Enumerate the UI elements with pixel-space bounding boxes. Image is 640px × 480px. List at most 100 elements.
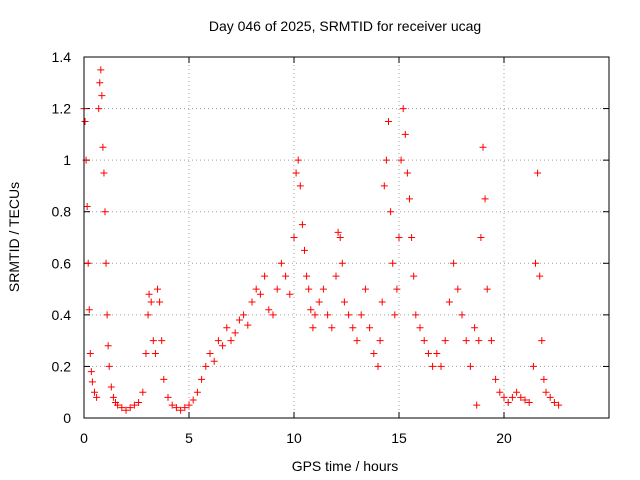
data-point: [424, 350, 432, 358]
data-point: [454, 285, 462, 293]
data-point: [525, 399, 533, 407]
data-point: [181, 404, 189, 412]
data-point: [550, 399, 558, 407]
data-point: [97, 66, 105, 74]
data-point: [475, 337, 483, 345]
data-point: [366, 324, 374, 332]
data-point: [487, 337, 495, 345]
chart-title: Day 046 of 2025, SRMTID for receiver uca…: [209, 18, 481, 34]
data-point: [265, 306, 273, 314]
data-point: [91, 388, 98, 396]
data-point: [338, 259, 346, 267]
data-point: [154, 285, 161, 293]
data-point: [156, 298, 164, 306]
grid: [84, 57, 609, 418]
data-point: [277, 259, 285, 267]
data-point: [103, 311, 111, 319]
data-point: [389, 259, 397, 267]
data-point: [345, 311, 353, 319]
data-point: [83, 203, 91, 211]
data-point: [391, 311, 399, 319]
data-point: [248, 298, 256, 306]
series-points: [80, 66, 563, 414]
y-tick-label: 0.6: [52, 255, 72, 271]
data-point: [88, 378, 96, 386]
data-point: [305, 285, 313, 293]
data-point: [118, 404, 126, 412]
data-point: [81, 117, 89, 125]
data-point: [102, 259, 110, 267]
data-point: [410, 272, 418, 280]
data-point: [477, 234, 485, 241]
data-point: [458, 311, 466, 319]
data-point: [294, 156, 302, 164]
data-point: [437, 362, 445, 370]
data-point: [395, 234, 403, 241]
data-point: [101, 208, 109, 216]
data-point: [376, 337, 384, 345]
data-point: [286, 290, 294, 298]
data-point: [315, 298, 323, 306]
data-point: [261, 272, 269, 280]
data-point: [99, 143, 107, 151]
data-point: [126, 404, 134, 412]
y-tick-label: 1.2: [52, 101, 72, 117]
data-point: [105, 362, 113, 370]
data-point: [93, 393, 101, 401]
data-point: [357, 311, 365, 319]
data-point: [496, 388, 504, 396]
data-point: [240, 311, 248, 319]
data-point: [546, 393, 554, 401]
data-point: [301, 246, 308, 254]
plot-frame: [83, 56, 610, 419]
data-point: [296, 182, 304, 190]
data-point: [479, 143, 487, 151]
data-point: [403, 169, 411, 177]
data-point: [107, 383, 115, 391]
data-point: [517, 393, 525, 401]
data-point: [104, 342, 112, 350]
data-point: [361, 285, 369, 293]
data-point: [536, 272, 544, 280]
data-point: [219, 342, 227, 350]
data-point: [177, 406, 185, 414]
data-point: [397, 156, 405, 164]
data-point: [471, 324, 479, 332]
x-tick-label: 20: [496, 430, 512, 446]
data-point: [483, 285, 491, 293]
y-tick-label: 1.4: [52, 49, 72, 65]
data-point: [114, 401, 122, 409]
y-tick-label: 0: [63, 410, 71, 426]
data-point: [231, 329, 239, 337]
data-point: [385, 117, 392, 125]
data-point: [540, 375, 548, 383]
data-point: [227, 337, 235, 345]
data-point: [387, 208, 395, 216]
data-point: [538, 337, 546, 345]
data-point: [98, 92, 106, 100]
data-point: [290, 234, 298, 241]
data-point: [532, 259, 539, 267]
y-tick-label: 0.8: [52, 204, 72, 220]
data-point: [492, 375, 500, 383]
data-point: [130, 401, 138, 409]
data-point: [378, 298, 386, 306]
data-point: [193, 388, 201, 396]
data-point: [374, 362, 382, 370]
data-point: [504, 399, 512, 407]
data-point: [462, 337, 470, 345]
data-point: [160, 375, 168, 383]
data-point: [109, 393, 117, 401]
data-point: [144, 311, 152, 319]
data-point: [86, 350, 94, 358]
y-tick-label: 0.4: [52, 307, 72, 323]
data-point: [210, 357, 218, 365]
data-point: [151, 350, 159, 358]
data-point: [399, 105, 407, 113]
data-point: [349, 324, 357, 332]
data-point: [370, 350, 378, 358]
data-point: [87, 368, 95, 376]
data-point: [542, 388, 550, 396]
data-point: [282, 272, 290, 280]
data-point: [145, 290, 153, 298]
